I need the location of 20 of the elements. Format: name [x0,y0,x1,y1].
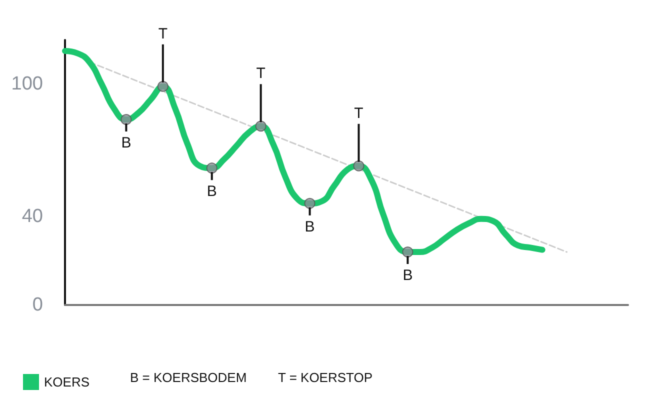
point [402,246,414,258]
annotation: T [158,25,168,42]
text: B = KOERSBODEM [130,370,247,385]
annotation: T [354,104,364,122]
annotation: T [256,65,266,82]
annotation: B [304,218,315,236]
y-tick-label: 100 [11,74,43,95]
point [157,80,168,92]
legend-label: KOERS [44,374,90,390]
point [206,162,218,174]
annotation: B [402,267,413,284]
annotation: B [206,183,217,200]
point [304,198,316,209]
text: T = KOERSTOP [278,370,373,385]
annotation: B [121,134,132,152]
y-tick-label: 40 [22,206,43,228]
point [353,160,364,172]
point [255,120,266,132]
point [120,114,132,125]
y-tick-label: 0 [32,294,43,316]
